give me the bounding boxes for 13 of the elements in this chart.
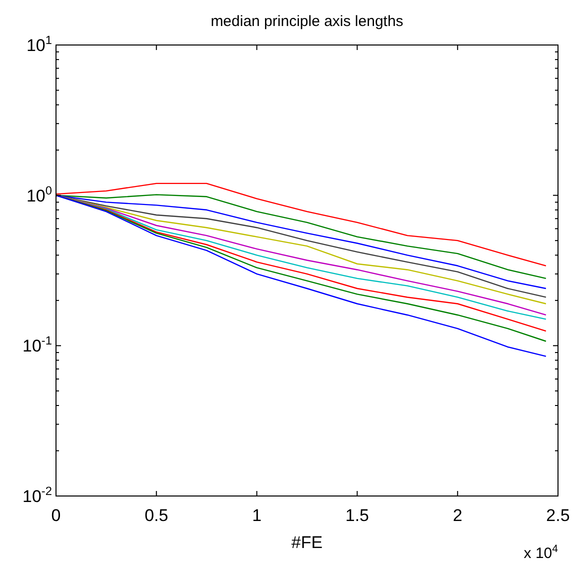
x-tick-label: 0 <box>51 506 61 525</box>
chart-title: median principle axis lengths <box>210 13 404 30</box>
y-tick-label: 10$^{1}$ <box>26 33 52 55</box>
x-tick-label: 0.5 <box>144 506 168 525</box>
y-tick-label: 10$^{-2}$ <box>22 484 52 506</box>
y-tick-label: 10$^{-1}$ <box>22 334 52 356</box>
x-tick-label: 1.5 <box>345 506 370 525</box>
text: x 10$^{4}$ <box>524 543 558 561</box>
y-tick-label: 10$^{0}$ <box>26 183 52 206</box>
x-tick-label: 2.5 <box>546 506 570 525</box>
x-tick-label: 2 <box>452 506 462 525</box>
x-axis-title: #FE <box>291 533 323 552</box>
x-tick-label: 1 <box>252 506 262 525</box>
